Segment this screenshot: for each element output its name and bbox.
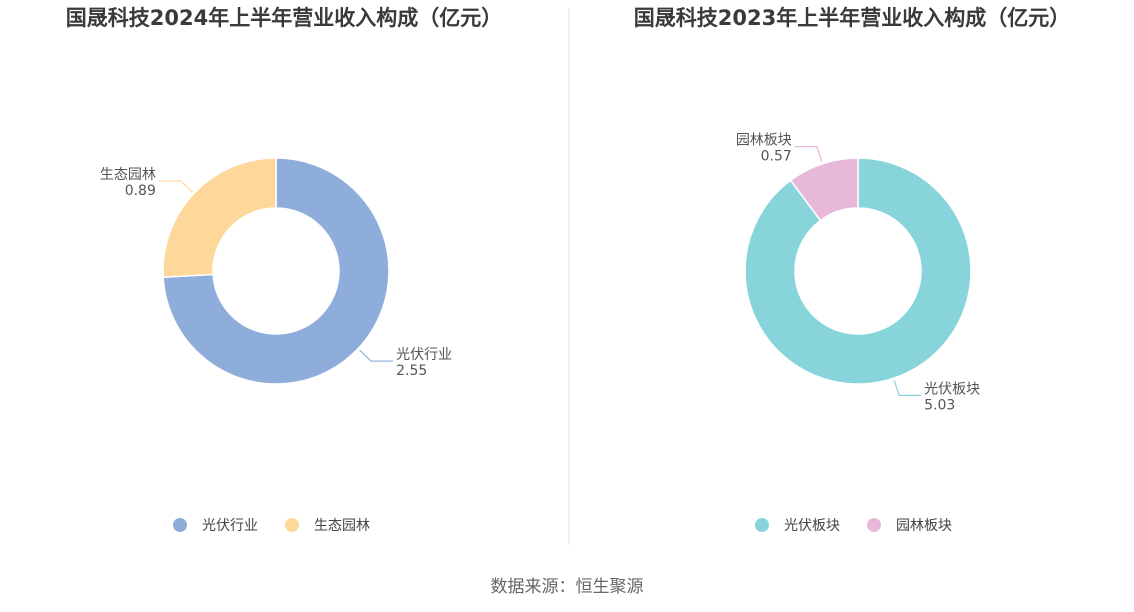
slice-label-name: 园林板块 [736,133,792,149]
chart-title-2023: 国晟科技2023年上半年营业收入构成（亿元） [634,6,1070,30]
legend-label[interactable]: 光伏行业 [202,518,258,534]
pie-slice[interactable] [162,157,277,278]
slice-label-value: 5.03 [924,397,955,413]
slice-label-value: 0.57 [761,149,792,165]
legend-marker[interactable] [755,518,769,532]
legend-marker[interactable] [285,518,299,532]
chart-title-2024: 国晟科技2024年上半年营业收入构成（亿元） [66,6,502,30]
slice-label-name: 光伏行业 [396,347,452,363]
legend-label[interactable]: 生态园林 [314,518,370,534]
slice-label-name: 光伏板块 [924,381,980,397]
data-source: 数据来源：恒生聚源 [491,577,644,597]
slice-label-name: 生态园林 [100,167,156,183]
pie-slice[interactable] [744,157,972,385]
legend-marker[interactable] [867,518,881,532]
leader-line [893,379,922,396]
pie-slice[interactable] [162,157,390,385]
slice-label-value: 2.55 [396,363,427,379]
legend-marker[interactable] [173,518,187,532]
leader-line [158,180,193,193]
legend-label[interactable]: 光伏板块 [784,518,840,534]
legend-label[interactable]: 园林板块 [896,518,952,534]
leader-line [794,146,823,163]
slice-label-value: 0.89 [125,183,156,199]
leader-line [359,349,394,362]
pie-slice[interactable] [789,157,859,222]
